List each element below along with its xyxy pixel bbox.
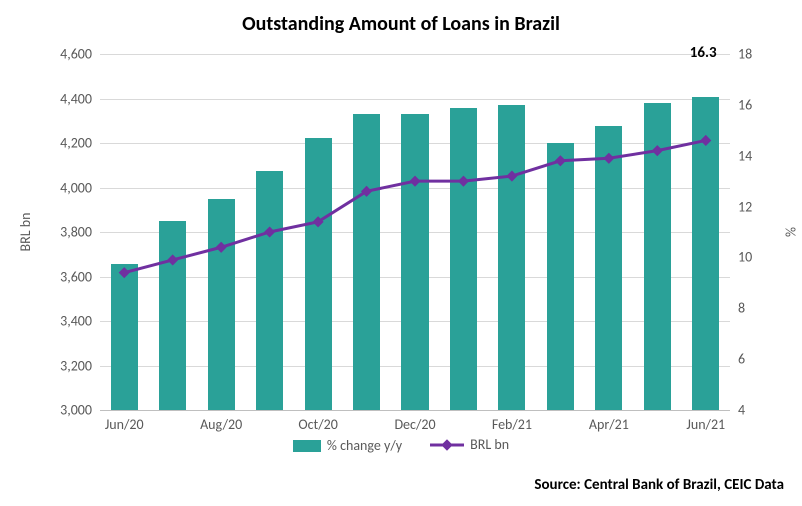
line-marker (701, 136, 710, 145)
y-left-tick: 4,200 (42, 135, 92, 152)
line-marker (653, 146, 662, 155)
line-marker (556, 156, 565, 165)
source-text: Source: Central Bank of Brazil, CEIC Dat… (534, 476, 784, 494)
y-left-tick: 4,600 (42, 46, 92, 63)
y-right-tick: 8 (738, 300, 745, 317)
legend-swatch-line-icon (430, 438, 464, 452)
x-tick: Oct/20 (298, 416, 337, 433)
plot-area (100, 54, 730, 410)
y-left-tick: 4,400 (42, 90, 92, 107)
legend-label: % change y/y (327, 437, 402, 454)
y-right-tick: 10 (738, 249, 752, 266)
y-right-tick: 16 (738, 96, 752, 113)
line-marker (411, 177, 420, 186)
line-marker (459, 177, 468, 186)
legend-item: BRL bn (430, 436, 509, 453)
data-annotation: 16.3 (690, 44, 717, 62)
legend-item: % change y/y (293, 437, 402, 454)
y-axis-right-label: % (782, 227, 799, 237)
y-right-tick: 4 (738, 402, 745, 419)
legend: % change y/y BRL bn (0, 436, 802, 456)
y-right-tick: 6 (738, 351, 745, 368)
y-left-tick: 3,000 (42, 402, 92, 419)
y-right-tick: 14 (738, 147, 752, 164)
y-right-tick: 18 (738, 46, 752, 63)
line-marker (168, 255, 177, 264)
y-left-tick: 3,800 (42, 224, 92, 241)
y-right-tick: 12 (738, 198, 752, 215)
line-marker (507, 172, 516, 181)
legend-swatch-bar-icon (293, 440, 321, 452)
line-marker (604, 154, 613, 163)
y-left-tick: 3,600 (42, 268, 92, 285)
y-axis-left-label: BRL bn (17, 213, 34, 252)
x-tick: Dec/20 (394, 416, 435, 433)
legend-label: BRL bn (470, 436, 509, 453)
line-marker (120, 268, 129, 277)
chart-title: Outstanding Amount of Loans in Brazil (0, 12, 802, 36)
x-tick: Jun/20 (105, 416, 144, 433)
x-axis-line (100, 410, 730, 411)
y-left-tick: 4,000 (42, 179, 92, 196)
x-tick: Jun/21 (686, 416, 725, 433)
line-marker (265, 228, 274, 237)
x-tick: Apr/21 (589, 416, 629, 433)
line-series (100, 54, 730, 410)
y-left-tick: 3,400 (42, 313, 92, 330)
x-tick: Aug/20 (200, 416, 242, 433)
x-tick: Feb/21 (492, 416, 532, 433)
y-left-tick: 3,200 (42, 357, 92, 374)
line-marker (217, 243, 226, 252)
